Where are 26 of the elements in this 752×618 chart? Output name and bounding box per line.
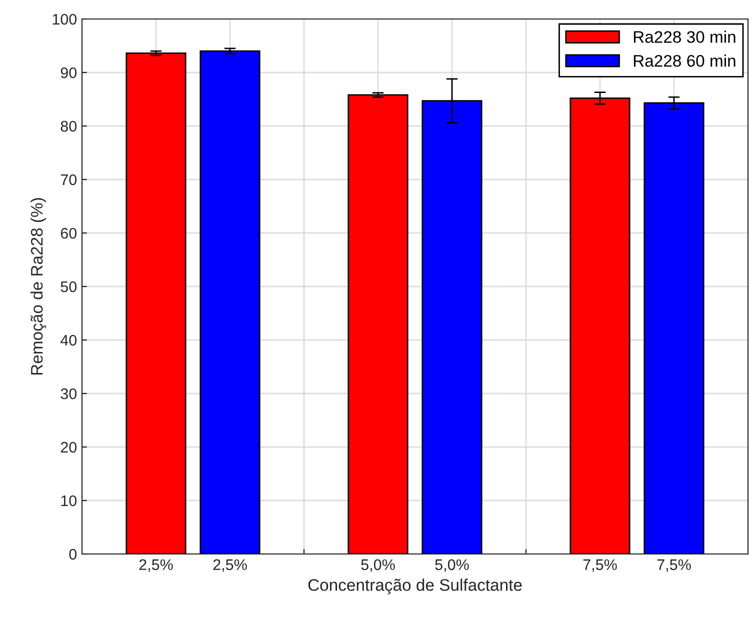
y-tick-label: 60 [60, 228, 77, 239]
y-tick-label: 30 [60, 388, 77, 400]
legend-label: Ra228 60 min [634, 54, 736, 67]
x-axis-title: Concentração de Sulfactante [308, 578, 522, 594]
bar [570, 97, 630, 554]
bar [200, 50, 260, 554]
y-tick-label: 10 [61, 495, 77, 506]
y-tick-label: 80 [60, 120, 77, 132]
y-tick-label: 70 [60, 174, 77, 186]
y-tick-label: 50 [60, 281, 77, 292]
x-tick-label: 7,5% [657, 559, 691, 572]
bar [644, 102, 704, 554]
y-tick-label: 0 [69, 548, 77, 560]
y-tick-label: 40 [60, 334, 77, 346]
y-axis-title: Remoção de Ra228 (%) [30, 198, 46, 375]
x-tick-label: 2,5% [213, 559, 247, 572]
x-tick-label: 2,5% [139, 559, 173, 572]
y-tick-label: 20 [60, 442, 77, 453]
bar [348, 94, 408, 554]
x-tick-label: 5,0% [361, 559, 395, 572]
x-tick-label: 5,0% [435, 559, 469, 572]
y-tick-label: 90 [60, 67, 77, 78]
legend-label: Ra228 30 min [634, 30, 736, 43]
bar [126, 52, 186, 554]
x-tick-label: 7,5% [583, 559, 617, 572]
y-tick-label: 100 [52, 14, 77, 25]
